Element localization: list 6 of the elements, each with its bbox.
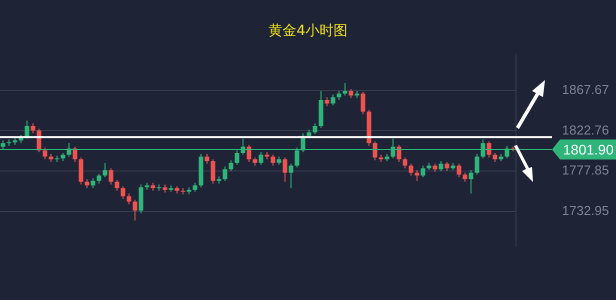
y-tick-label: 1822.76 [562,122,609,138]
y-tick-label: 1867.67 [562,82,609,97]
ref-line-label: 1801.90 [563,141,614,158]
y-tick-label: 1732.95 [562,203,609,218]
chart-title: 黄金4小时图 [268,22,348,40]
y-tick-label: 1777.85 [562,162,609,178]
